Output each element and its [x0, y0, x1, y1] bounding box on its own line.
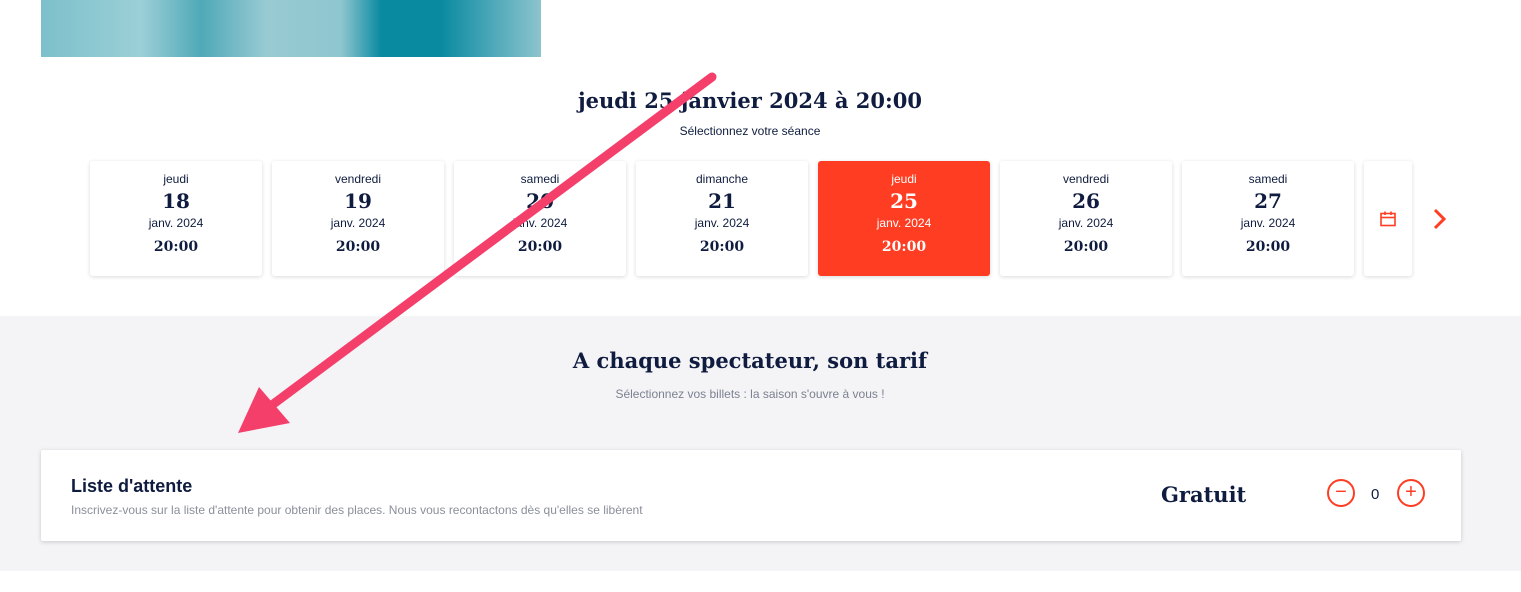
date-num: 26 [1072, 189, 1100, 213]
date-num: 25 [890, 189, 918, 213]
session-title: jeudi 25 janvier 2024 à 20:00 [578, 88, 922, 113]
date-day: vendredi [334, 172, 382, 186]
date-time: 20:00 [881, 239, 927, 255]
ticket-description: Inscrivez-vous sur la liste d'attente po… [71, 503, 643, 517]
date-day: samedi [520, 172, 560, 186]
date-time: 20:00 [335, 239, 381, 255]
date-card[interactable]: samedi 20 janv. 2024 20:00 [454, 161, 626, 276]
ticket-name: Liste d'attente [71, 476, 193, 496]
date-month: janv. 2024 [876, 216, 932, 230]
date-day: dimanche [695, 172, 749, 186]
date-card[interactable]: jeudi 25 janv. 2024 20:00 [818, 161, 990, 276]
date-time: 20:00 [1245, 239, 1291, 255]
ticket-quantity: 0 [1371, 486, 1380, 503]
date-time: 20:00 [517, 239, 563, 255]
date-month: janv. 2024 [148, 216, 204, 230]
date-num: 20 [526, 189, 554, 213]
date-time: 20:00 [153, 239, 199, 255]
date-card[interactable]: dimanche 21 janv. 2024 20:00 [636, 161, 808, 276]
date-month: janv. 2024 [512, 216, 568, 230]
ticket-price: Gratuit [1161, 482, 1247, 507]
session-subtitle: Sélectionnez votre séance [679, 124, 821, 138]
date-card[interactable]: vendredi 26 janv. 2024 20:00 [1000, 161, 1172, 276]
tarif-subtitle: Sélectionnez vos billets : la saison s'o… [615, 387, 885, 401]
next-dates-button[interactable] [1428, 205, 1450, 233]
date-day: samedi [1248, 172, 1288, 186]
date-card[interactable]: jeudi 18 janv. 2024 20:00 [90, 161, 262, 276]
tarif-title: A chaque spectateur, son tarif [572, 348, 928, 373]
date-num: 18 [162, 189, 190, 213]
date-month: janv. 2024 [694, 216, 750, 230]
date-num: 21 [708, 189, 736, 213]
increase-quantity-button[interactable]: + [1397, 479, 1425, 507]
date-card[interactable]: vendredi 19 janv. 2024 20:00 [272, 161, 444, 276]
date-card[interactable]: samedi 27 janv. 2024 20:00 [1182, 161, 1354, 276]
date-month: janv. 2024 [1240, 216, 1296, 230]
date-day: jeudi [891, 172, 917, 186]
ticket-row: Liste d'attente Inscrivez-vous sur la li… [41, 450, 1461, 541]
date-time: 20:00 [699, 239, 745, 255]
chevron-right-icon [1433, 208, 1447, 230]
calendar-icon [1380, 211, 1396, 226]
date-day: jeudi [163, 172, 189, 186]
date-num: 19 [344, 189, 372, 213]
event-image [41, 0, 541, 57]
date-month: janv. 2024 [1058, 216, 1114, 230]
date-month: janv. 2024 [330, 216, 386, 230]
date-num: 27 [1254, 189, 1282, 213]
date-day: vendredi [1062, 172, 1110, 186]
calendar-button[interactable] [1364, 161, 1412, 276]
decrease-quantity-button[interactable]: − [1327, 479, 1355, 507]
date-time: 20:00 [1063, 239, 1109, 255]
